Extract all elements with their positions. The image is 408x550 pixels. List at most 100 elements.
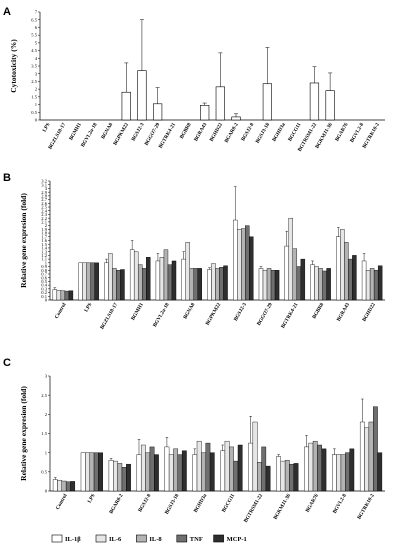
a-category-label: BGPKM22 <box>112 122 130 147</box>
a-category-label: BGBR8 <box>179 122 193 140</box>
b-bar <box>133 251 139 301</box>
b-bar <box>270 270 276 301</box>
c-bar <box>164 446 170 492</box>
c-category-label: BGSJ3-18 <box>164 493 181 516</box>
c-bar <box>293 463 299 492</box>
c-bar <box>368 421 374 492</box>
b-bar <box>258 268 264 301</box>
a-y-tick-label: 0.5 <box>31 110 37 115</box>
b-bar <box>52 289 58 301</box>
b-y-tick-label: 1.2 <box>41 253 47 258</box>
b-bar <box>284 245 289 301</box>
c-category-label: BGAR76 <box>305 493 320 514</box>
b-y-tick-label: 0.2 <box>41 290 47 295</box>
b-bar <box>197 268 202 301</box>
b-bar <box>104 262 109 301</box>
a-y-tick-label: 3 <box>35 71 38 76</box>
b-y-tick-label: 2.4 <box>41 208 47 213</box>
b-y-tick-label: 1.9 <box>41 227 47 232</box>
b-bar <box>129 249 135 301</box>
a-category-label: BGAR8-2 <box>224 122 240 144</box>
c-y-tick-label: 1 <box>45 450 48 455</box>
b-y-tick-label: 0.1 <box>41 294 47 299</box>
legend-label: IL-6 <box>109 536 122 543</box>
a-category-label: BGSJ3-18 <box>255 122 272 145</box>
b-y-tick-label: 2.1 <box>41 220 47 225</box>
a-category-label: BGVL2a-18 <box>80 122 99 149</box>
a-category-label: BGSJ2-3 <box>131 122 146 143</box>
c-bar <box>276 456 281 492</box>
b-y-tick-label: 1.6 <box>41 238 47 243</box>
c-bar <box>256 462 262 492</box>
c-category-label: Control <box>55 493 69 511</box>
c-bar <box>113 460 118 492</box>
c-bar <box>108 460 114 492</box>
b-bar <box>262 270 268 301</box>
b-bar <box>189 268 194 301</box>
b-bar <box>64 290 70 301</box>
b-category-label: BGMH1 <box>130 302 145 322</box>
b-bar <box>369 268 375 301</box>
b-y-tick-label: 1.1 <box>41 257 47 262</box>
c-bar <box>121 467 127 492</box>
b-bar <box>300 258 306 301</box>
b-y-tick-label: 3 <box>45 186 48 191</box>
b-bar <box>249 236 254 301</box>
b-bar <box>94 262 99 301</box>
c-category-label: LPS <box>87 493 97 504</box>
c-bar <box>377 452 383 492</box>
b-bar <box>377 265 383 301</box>
b-y-tick-label: 1 <box>45 260 48 265</box>
b-bar <box>60 290 66 301</box>
b-bar <box>310 264 315 301</box>
b-y-tick-label: 0.7 <box>41 272 47 277</box>
c-bar <box>196 440 202 492</box>
b-bar <box>185 242 190 301</box>
b-bar <box>318 268 323 301</box>
b-category-label: BGTRK4-21 <box>280 302 300 330</box>
c-bar <box>140 444 146 492</box>
a-y-tick-label: 5.5 <box>31 33 37 38</box>
legend-label: IL-1β <box>65 536 81 543</box>
c-category-label: BGHD3a <box>193 493 209 514</box>
a-category-label: BGSJ2-8 <box>240 122 255 143</box>
b-bar <box>215 268 220 301</box>
b-category-label: BGNA8 <box>182 302 196 321</box>
b-bar <box>326 268 331 301</box>
a-bar <box>231 116 241 121</box>
b-bar <box>146 257 151 301</box>
b-y-tick-label: 2 <box>45 223 48 228</box>
c-bar <box>373 406 378 492</box>
b-y-tick-label: 2.7 <box>41 197 47 202</box>
c-bar <box>93 452 99 492</box>
b-y-tick-label: 0.3 <box>41 286 47 291</box>
a-bar <box>262 83 272 121</box>
c-bar <box>168 454 174 492</box>
c-bar <box>321 448 327 492</box>
b-y-tick-label: 1.8 <box>41 231 47 236</box>
b-bar <box>112 268 117 301</box>
c-bar <box>205 442 211 492</box>
b-y-tick-label: 2.8 <box>41 193 47 198</box>
b-bar <box>82 262 87 301</box>
c-bar <box>70 481 76 492</box>
a-y-tick-label: 2 <box>35 87 38 92</box>
c-y-tick-label: 2.5 <box>41 393 47 398</box>
b-y-tick-label: 1.4 <box>41 246 47 251</box>
c-category-label: BGCG11 <box>221 493 236 514</box>
b-category-label: BGGO7-29 <box>256 302 274 327</box>
c-bar <box>209 452 215 492</box>
a-y-tick-label: 2.5 <box>31 79 37 84</box>
c-bar <box>57 480 62 492</box>
a-category-label: BGMH1 <box>68 122 83 142</box>
b-y-tick-label: 3.1 <box>41 182 47 187</box>
b-y-tick-label: 0.4 <box>41 283 47 288</box>
c-bar <box>237 444 243 492</box>
b-bar <box>344 242 349 301</box>
a-y-tick-label: 5 <box>35 40 38 45</box>
b-y-tick-label: 1.5 <box>41 242 47 247</box>
b-y-axis-label: Relative gene expresion (fold) <box>19 193 28 288</box>
a-category-label: BGRA43 <box>193 122 208 143</box>
c-bar <box>284 460 290 492</box>
